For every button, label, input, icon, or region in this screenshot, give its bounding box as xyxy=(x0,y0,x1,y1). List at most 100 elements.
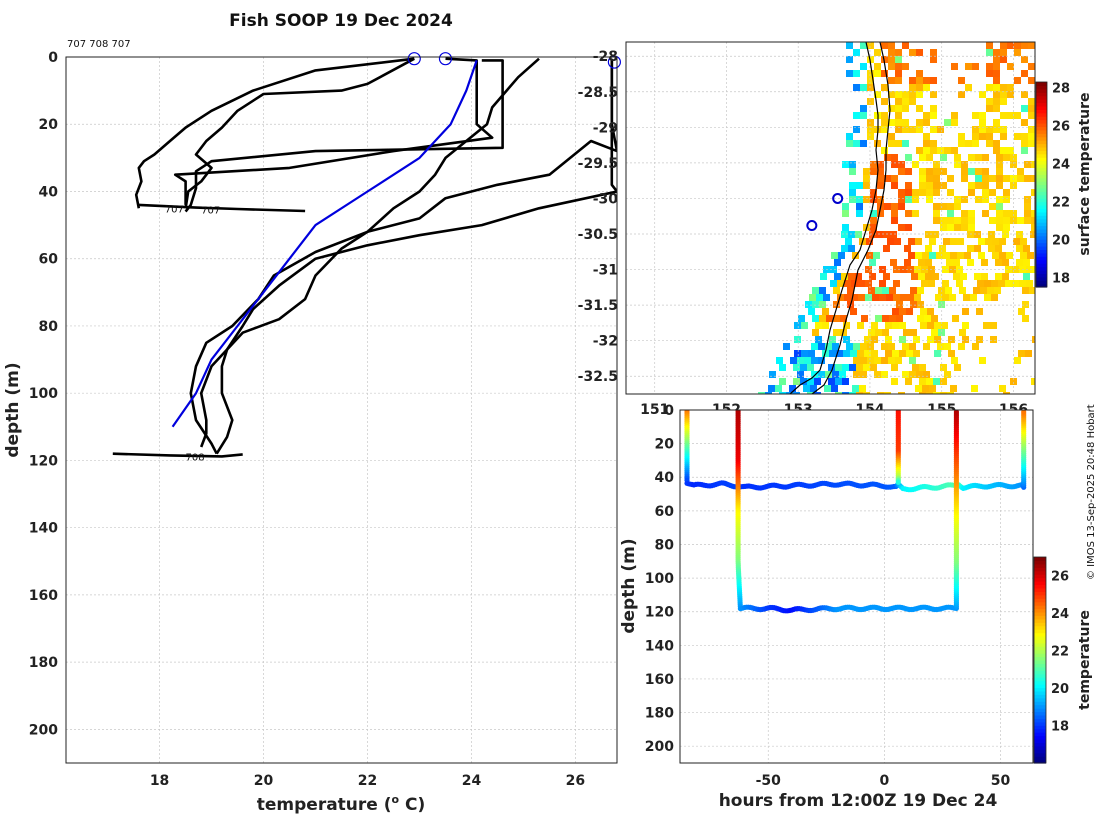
sst-cell xyxy=(982,196,989,203)
sst-cell xyxy=(909,84,916,91)
section-colorbar-band xyxy=(1034,560,1046,565)
sst-cell xyxy=(793,378,800,385)
sst-cell xyxy=(895,119,902,126)
sst-cell xyxy=(823,294,830,301)
sst-cell xyxy=(910,287,917,294)
sst-cell xyxy=(916,77,923,84)
map-y-tick: -31 xyxy=(593,263,618,279)
section-x-tick-labels: -50 0 50 xyxy=(756,773,1011,789)
sst-cell xyxy=(978,238,985,245)
map-colorbar-band xyxy=(1036,119,1047,124)
sst-cell xyxy=(881,84,888,91)
sst-cell xyxy=(989,175,996,182)
sst-cell xyxy=(1026,266,1033,273)
sst-cell xyxy=(843,322,850,329)
sst-cell xyxy=(818,371,825,378)
sst-cell xyxy=(1021,147,1028,154)
sst-cell xyxy=(904,259,911,266)
map-colorbar-band xyxy=(1036,239,1047,244)
sst-cell xyxy=(996,154,1003,161)
map-colorbar-band xyxy=(1036,95,1047,100)
sst-cell xyxy=(839,371,846,378)
sst-cell xyxy=(993,84,1000,91)
sst-cell xyxy=(937,126,944,133)
section-colorbar-band xyxy=(1034,570,1046,575)
profile-y-tick: 160 xyxy=(29,588,58,604)
sst-cell xyxy=(959,329,966,336)
section-colorbar-band xyxy=(1034,697,1046,702)
sst-cell xyxy=(996,175,1003,182)
sst-cell xyxy=(868,287,875,294)
map-station-marker xyxy=(832,192,844,204)
sst-cell xyxy=(930,91,937,98)
section-colorbar-band xyxy=(1034,608,1046,613)
sst-cell xyxy=(864,336,871,343)
sst-cell xyxy=(953,273,960,280)
sst-cell xyxy=(843,336,850,343)
sst-cell xyxy=(979,91,986,98)
sst-cell xyxy=(834,273,841,280)
sst-cell xyxy=(801,322,808,329)
sst-cell xyxy=(944,147,951,154)
sst-cell xyxy=(1000,49,1007,56)
sst-cell xyxy=(986,70,993,77)
sst-cell xyxy=(923,84,930,91)
sst-cell xyxy=(793,364,800,371)
sst-cell xyxy=(927,308,934,315)
sst-cell xyxy=(909,77,916,84)
sst-cell xyxy=(830,280,837,287)
sst-cell xyxy=(990,322,997,329)
section-colorbar-band xyxy=(1034,708,1046,713)
sst-cell xyxy=(877,161,884,168)
sst-cell xyxy=(979,133,986,140)
sst-cell xyxy=(954,224,961,231)
sst-cell xyxy=(947,392,954,394)
profile-surface-marker xyxy=(407,52,421,66)
sst-cell xyxy=(902,140,909,147)
sst-cell xyxy=(1021,140,1028,147)
sst-cell xyxy=(972,63,979,70)
sst-cell xyxy=(860,42,867,49)
section-y-tick: 100 xyxy=(645,571,674,587)
sst-cell xyxy=(1031,161,1035,168)
sst-cell xyxy=(888,133,895,140)
map-colorbar-band xyxy=(1036,82,1047,87)
sst-cell xyxy=(933,161,940,168)
sst-cell xyxy=(849,182,856,189)
sst-cell xyxy=(893,294,900,301)
sst-cell xyxy=(995,245,1002,252)
sst-cell xyxy=(847,287,854,294)
map-y-tick: -32 xyxy=(593,334,618,350)
section-colorbar-band xyxy=(1034,567,1046,572)
sst-cell xyxy=(962,336,969,343)
sst-cell xyxy=(940,392,947,394)
section-colorbar-band xyxy=(1034,742,1046,747)
map-axes-frame xyxy=(625,41,1036,395)
sst-cell xyxy=(918,259,925,266)
sst-cell xyxy=(1028,112,1035,119)
sst-cell xyxy=(835,378,842,385)
sst-cell xyxy=(930,126,937,133)
section-y-tick: 80 xyxy=(655,537,675,553)
sst-cell xyxy=(1024,203,1031,210)
section-dot-trace-3 xyxy=(895,479,901,485)
sst-cell xyxy=(863,364,870,371)
sst-cell xyxy=(929,238,936,245)
sst-cell xyxy=(828,378,835,385)
map-colorbar-band xyxy=(1036,276,1047,281)
sst-cell xyxy=(896,315,903,322)
sst-cell xyxy=(867,84,874,91)
sst-cell xyxy=(924,315,931,322)
sst-cell xyxy=(967,259,974,266)
sst-cell xyxy=(885,350,892,357)
profile-line-cast-7 xyxy=(215,60,617,455)
sst-cell xyxy=(1018,308,1025,315)
map-colorbar-band xyxy=(1036,160,1047,165)
sst-cell xyxy=(986,105,993,112)
sst-cell xyxy=(925,231,932,238)
sst-cell xyxy=(958,133,965,140)
sst-cell xyxy=(898,203,905,210)
sst-cell xyxy=(853,371,860,378)
sst-cell xyxy=(810,385,817,392)
sst-cell xyxy=(1031,378,1035,385)
